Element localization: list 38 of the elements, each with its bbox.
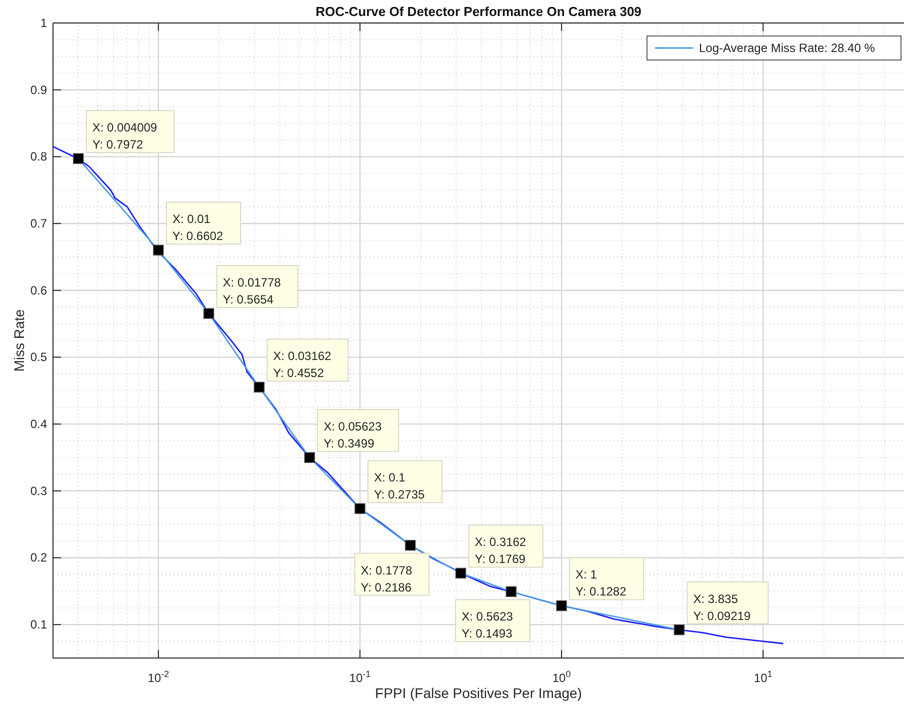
y-tick-label: 0.9 [30,82,48,97]
annotation: X: 0.1 Y: 0.2735 [374,470,426,502]
annotation: X: 0.5623 Y: 0.1493 [462,610,514,641]
x-tick-label: 10$^{1}$ [754,669,772,685]
annotation: X: 1 Y: 0.1282 [576,568,627,599]
annotation: X: 0.03162 Y: 0.4552 [273,349,332,380]
y-tick-label: 1 [40,16,48,30]
y-tick-label: 0.4 [30,417,48,432]
y-tick-label: 0.8 [30,150,48,164]
annotation: X: 0.05623 Y: 0.3499 [324,420,382,451]
annotation: X: 0.01778 Y: 0.5654 [222,275,282,306]
x-tick-label: 10$^{-2}$ [148,669,170,685]
y-tick-label: 0.1 [30,618,48,632]
point [254,382,265,393]
annotation: X: 0.3162 Y: 0.1769 [474,535,526,566]
point [506,586,517,598]
x-axis-title: FPPI (False Positives Per Image) [375,685,582,701]
y-tick-label: 0.5 [30,350,48,364]
x-tick-label: 10$^{-1}$ [349,669,371,685]
x-tick-label: 10$^{0}$ [552,669,571,685]
y-axis-title: Miss Rate [11,309,27,372]
annotation: X: 0.01 Y: 0.6602 [172,212,224,244]
point [354,503,366,514]
y-tick-label: 0.2 [30,550,48,565]
y-tick-label: 0.6 [30,283,48,298]
y-tick-label: 0.3 [30,484,48,498]
chart-title: ROC-Curve Of Detector Performance On Camera 309 [316,4,642,19]
point [404,540,416,551]
point [203,308,214,319]
point [152,244,164,256]
point [455,568,466,579]
annotation: X: 0.004009 Y: 0.7972 [92,120,158,152]
annotation: X: 0.1778 Y: 0.2186 [360,563,412,594]
point [556,600,567,612]
y-tick-label: 0.7 [30,216,48,231]
point [304,452,315,463]
annotation: X: 3.835 Y: 0.09219 [693,592,751,623]
legend-label: Log-Average Miss Rate: 28.40 % [699,41,876,55]
